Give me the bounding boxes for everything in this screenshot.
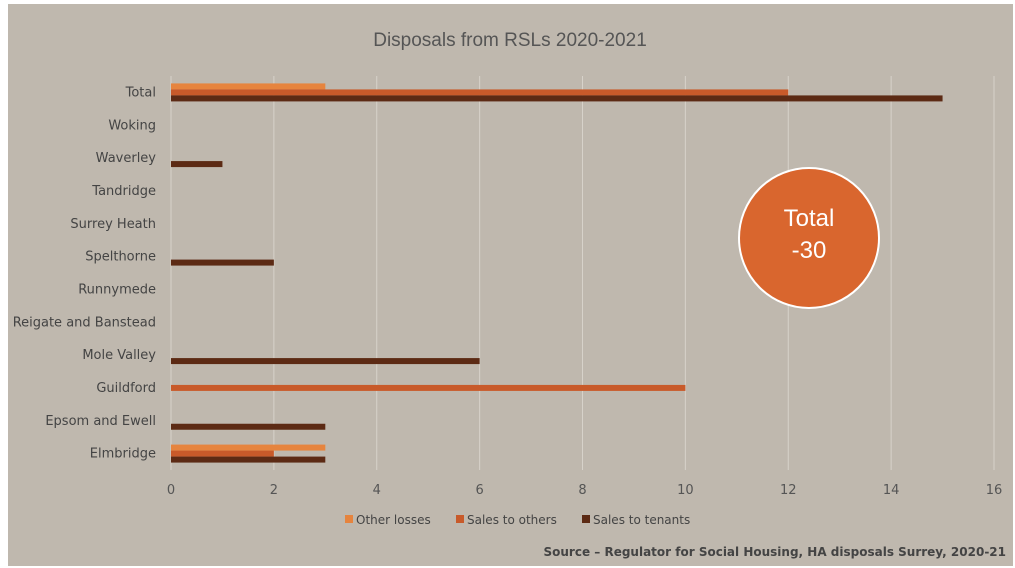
legend-label: Sales to tenants (593, 513, 690, 527)
legend-swatch (456, 515, 464, 523)
x-tick-labels: 0 2 4 6 8 10 12 14 16 (167, 483, 1002, 498)
x-tick-label: 14 (883, 483, 900, 498)
legend-swatch (582, 515, 590, 523)
bars-group (171, 83, 943, 463)
total-annotation: Total -30 (738, 167, 880, 309)
category-label: Surrey Heath (70, 217, 156, 232)
x-tick-label: 10 (677, 483, 694, 498)
category-label: Guildford (96, 381, 156, 396)
category-label: Tandridge (91, 184, 156, 199)
category-label: Woking (108, 118, 156, 133)
category-label: Runnymede (78, 282, 156, 297)
x-tick-label: 6 (475, 483, 483, 498)
legend: Other losses Sales to others Sales to tena… (345, 513, 690, 527)
source-note: Source – Regulator for Social Housing, H… (544, 545, 1007, 559)
x-tick-label: 0 (167, 483, 175, 498)
legend-label: Sales to others (467, 513, 557, 527)
bar (171, 83, 326, 90)
chart-title: Disposals from RSLs 2020-2021 (373, 30, 647, 51)
gridlines (170, 76, 995, 470)
bar (171, 456, 326, 463)
category-label: Waverley (96, 151, 157, 166)
category-labels: Total Woking Waverley Tandridge Surrey Heath… (13, 85, 157, 461)
x-tick-label: 8 (578, 483, 586, 498)
bar (171, 444, 326, 451)
bar (171, 259, 274, 266)
bar (171, 384, 686, 391)
annotation-circle (738, 167, 880, 309)
bar (171, 89, 789, 96)
category-label: Spelthorne (85, 250, 156, 265)
category-label: Reigate and Banstead (13, 315, 156, 330)
bar (171, 450, 274, 457)
bar (171, 423, 326, 430)
annotation-value: -30 (792, 237, 827, 264)
bar (171, 95, 943, 102)
annotation-label: Total (784, 205, 835, 232)
bar-chart: Disposals from RSLs 2020-2021 Total Wokin… (13, 30, 1007, 559)
bar (171, 358, 480, 365)
x-tick-label: 16 (986, 483, 1003, 498)
x-tick-label: 2 (270, 483, 278, 498)
category-label: Mole Valley (82, 348, 156, 363)
legend-swatch (345, 515, 353, 523)
category-label: Elmbridge (90, 447, 156, 462)
x-tick-label: 12 (780, 483, 797, 498)
x-tick-label: 4 (373, 483, 381, 498)
category-label: Total (125, 85, 156, 100)
category-label: Epsom and Ewell (45, 414, 156, 429)
legend-label: Other losses (356, 513, 431, 527)
bar (171, 161, 223, 168)
chart-frame: Disposals from RSLs 2020-2021 Total Wokin… (8, 4, 1013, 566)
